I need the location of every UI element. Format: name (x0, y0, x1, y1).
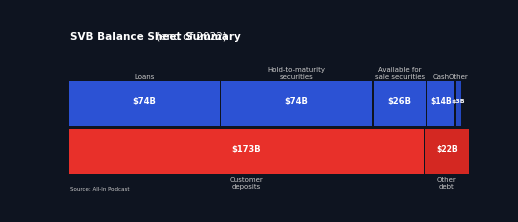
Text: $3B: $3B (452, 99, 465, 104)
Bar (456, 81, 461, 126)
Text: $173B: $173B (232, 145, 261, 154)
Text: $22B: $22B (436, 145, 458, 154)
Text: Loans: Loans (134, 74, 154, 80)
Text: $74B: $74B (285, 97, 309, 106)
Text: $74B: $74B (132, 97, 156, 106)
Bar (373, 81, 426, 126)
Bar (221, 81, 372, 126)
Text: SVB Balance Sheet Summary: SVB Balance Sheet Summary (69, 32, 240, 42)
Bar (427, 81, 454, 126)
Text: Available for
sale securities: Available for sale securities (375, 67, 425, 80)
Bar (69, 81, 220, 126)
Text: Cash: Cash (432, 74, 449, 80)
Text: Customer
deposits: Customer deposits (229, 177, 263, 190)
Text: $26B: $26B (387, 97, 412, 106)
Bar (425, 129, 469, 174)
Text: Source: All-In Podcast: Source: All-In Podcast (69, 187, 129, 192)
Text: $14B: $14B (430, 97, 452, 106)
Text: Other: Other (449, 74, 468, 80)
Text: Hold-to-maturity
securities: Hold-to-maturity securities (268, 67, 326, 80)
Text: (end of 2022): (end of 2022) (153, 32, 227, 42)
Bar (69, 129, 424, 174)
Text: Other
debt: Other debt (437, 177, 457, 190)
